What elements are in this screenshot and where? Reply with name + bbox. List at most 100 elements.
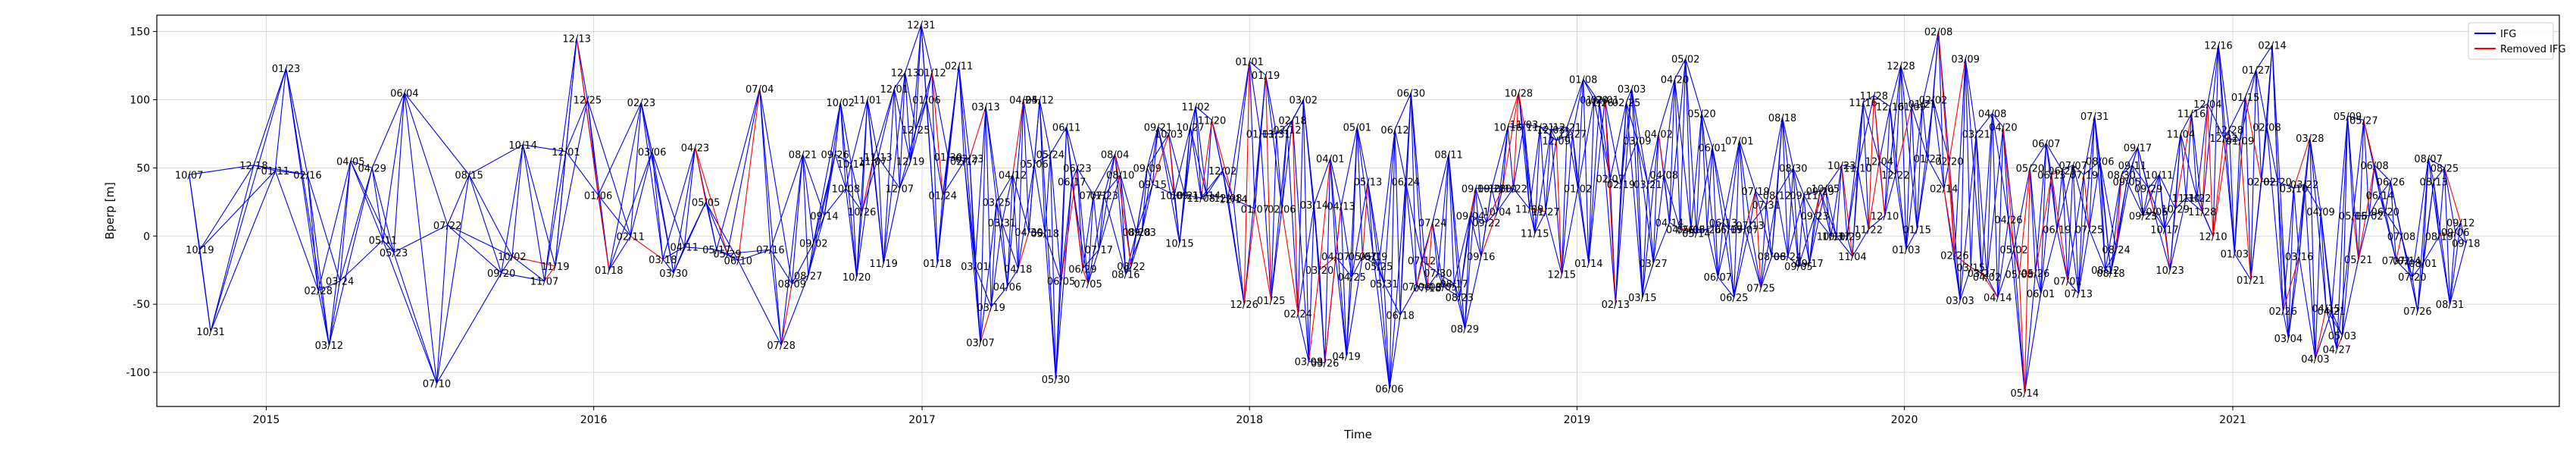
acquisition-date-label: 12/25: [574, 95, 602, 106]
acquisition-date-label: 07/14: [2393, 256, 2421, 268]
ifg-edge: [1749, 204, 1767, 226]
ifg-edge: [1082, 195, 1094, 269]
ifg-edge: [371, 93, 405, 168]
ifg-edge: [2002, 127, 2020, 275]
ifg-edge: [727, 88, 761, 254]
removed-ifg-edge: [2002, 127, 2015, 250]
removed-ifg-edge: [1949, 161, 1955, 256]
acquisition-date-label: 01/18: [595, 265, 623, 277]
acquisition-date-label: 08/05: [1429, 282, 1457, 293]
acquisition-date-label: 04/06: [993, 282, 1021, 293]
ifg-edge: [1555, 133, 1573, 141]
ifg-edge: [1190, 127, 1207, 196]
ifg-edge: [565, 38, 577, 152]
ifg-edge: [1561, 188, 1579, 275]
removed-ifg-edge: [1814, 188, 1826, 216]
ifg-edge: [511, 256, 545, 282]
ifg-edge: [1583, 79, 1600, 103]
ifg-edge: [1190, 106, 1196, 127]
ifg-edge: [1448, 154, 1455, 284]
ifg-edge: [1378, 265, 1385, 284]
ifg-edge: [1540, 127, 1546, 212]
ifg-edge: [1970, 133, 1977, 268]
ifg-edge: [2443, 168, 2451, 305]
ifg-edge: [1453, 284, 1465, 329]
ifg-edge: [1685, 58, 1702, 114]
acquisition-date-label: 09/23: [1800, 211, 1828, 222]
acquisition-date-label: 09/23: [2129, 211, 2157, 222]
ifg-edge: [598, 102, 642, 196]
ifg-edge: [1727, 229, 1735, 298]
ifg-edge: [1997, 127, 2004, 298]
x-tick-label: 2019: [1564, 414, 1591, 426]
acquisition-date-label: 09/12: [2446, 218, 2474, 229]
acquisition-date-label: 03/19: [977, 303, 1005, 314]
ifg-edge: [759, 89, 771, 250]
acquisition-date-label: 07/13: [1736, 221, 1764, 232]
ifg-edge: [850, 163, 858, 278]
ifg-edge: [1006, 99, 1024, 287]
ifg-edge: [199, 249, 211, 332]
acquisition-date-label: 01/19: [1252, 71, 1280, 82]
ifg-edge: [2428, 158, 2440, 237]
acquisition-date-label: 01/14: [1574, 259, 1602, 270]
acquisition-date-label: 09/11: [1790, 190, 1818, 202]
acquisition-date-label: 10/02: [827, 98, 855, 109]
acquisition-date-label: 03/13: [971, 102, 999, 113]
ifg-edge: [1200, 170, 1224, 199]
ifg-edge: [1227, 197, 1234, 200]
ifg-edge: [2245, 96, 2252, 280]
acquisition-date-label: 10/03: [1155, 129, 1183, 140]
removed-ifg-edge: [1324, 256, 1336, 363]
ifg-edge: [1486, 211, 1498, 223]
ifg-edge: [2223, 129, 2230, 139]
ifg-edge: [1410, 93, 1423, 261]
acquisition-date-label: 02/13: [1602, 300, 1630, 311]
ifg-edge: [2094, 116, 2106, 271]
ifg-edge: [2202, 45, 2219, 212]
ifg-edge: [1911, 103, 1923, 107]
acquisition-date-label: 08/16: [1111, 270, 1140, 281]
ifg-edge: [1609, 102, 1627, 179]
ifg-edge: [2460, 222, 2467, 243]
acquisition-date-label: 11/14: [1193, 190, 1221, 202]
ifg-edge: [1717, 222, 1724, 278]
y-tick-label: 0: [143, 231, 150, 243]
ifg-edge: [662, 147, 696, 259]
acquisition-date-label: 02/24: [1283, 309, 1311, 321]
ifg-edge: [2110, 174, 2122, 273]
acquisition-date-label: 11/07: [530, 277, 558, 288]
ifg-edge: [1168, 133, 1186, 196]
ifg-edge: [974, 265, 981, 343]
acquisition-date-label: 07/23: [1090, 190, 1118, 202]
ifg-edge: [1663, 79, 1676, 175]
acquisition-date-label: 01/12: [918, 68, 946, 80]
ifg-edge: [1006, 174, 1014, 287]
ifg-edge: [1836, 235, 1853, 257]
ifg-edge: [1276, 133, 1283, 209]
acquisition-date-label: 06/13: [1709, 218, 1737, 229]
removed-ifg-edge: [861, 161, 874, 212]
ifg-edge: [1136, 184, 1153, 233]
ifg-edge: [1712, 147, 1730, 230]
ifg-edge: [1098, 174, 1121, 250]
acquisition-date-label: 05/31: [1370, 279, 1398, 290]
ifg-edge: [1082, 249, 1099, 269]
removed-ifg-edge: [2034, 174, 2052, 273]
removed-ifg-edge: [511, 256, 555, 267]
ifg-edge: [985, 106, 997, 202]
ifg-edge: [2438, 236, 2451, 305]
acquisition-date-label: 07/16: [756, 245, 784, 256]
acquisition-date-label: 05/26: [1693, 224, 1721, 236]
removed-ifg-edge: [2008, 219, 2020, 275]
removed-ifg-edge: [1480, 211, 1498, 257]
ifg-edge: [1652, 133, 1659, 264]
ifg-edge: [382, 240, 395, 253]
ifg-edge: [393, 93, 405, 253]
ifg-edge: [861, 156, 879, 212]
ifg-edge: [2180, 133, 2198, 199]
ifg-edge: [2115, 165, 2133, 250]
ifg-edge: [1174, 127, 1191, 196]
ifg-edge: [1954, 255, 1961, 300]
ifg-edge: [1205, 120, 1213, 196]
